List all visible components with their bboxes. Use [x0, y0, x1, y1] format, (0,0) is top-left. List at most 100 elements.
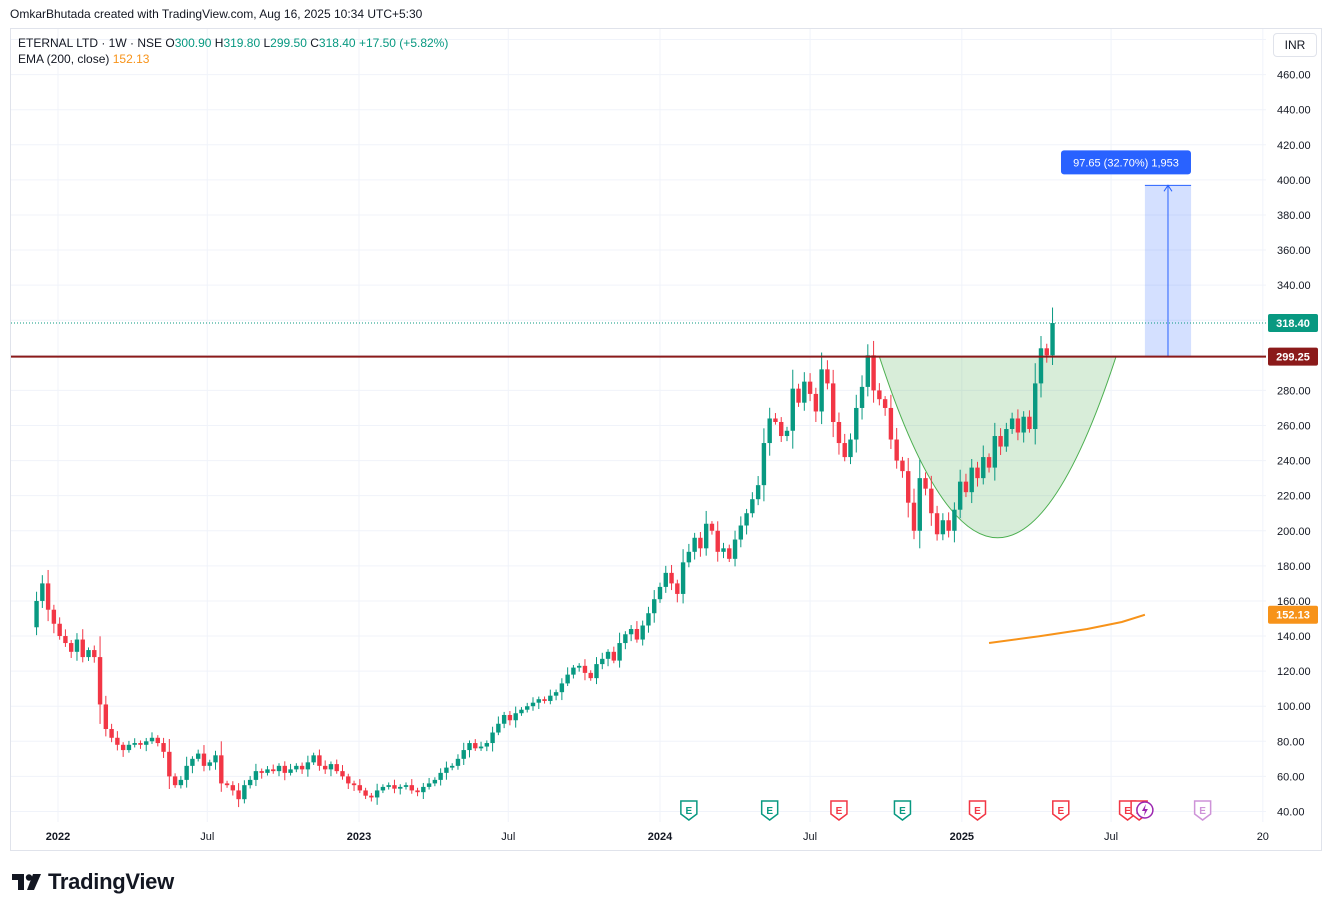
candle-body [178, 779, 184, 786]
y-tick-label: 400.00 [1277, 175, 1311, 187]
candle-body [998, 436, 1003, 447]
candle-body [346, 776, 351, 784]
candle-body [709, 523, 715, 531]
candle-body [657, 586, 663, 600]
candle-body [628, 629, 634, 635]
candle-body [525, 706, 530, 710]
y-tick-label: 280.00 [1277, 385, 1311, 397]
legend-low-label: L [263, 36, 271, 50]
y-tick-label: 160.00 [1277, 596, 1311, 608]
candle-body [334, 764, 339, 772]
y-tick-label: 100.00 [1277, 701, 1311, 713]
candle-body [74, 639, 80, 652]
candle-body [496, 723, 501, 733]
candle-body [854, 407, 859, 440]
candle-body [929, 488, 934, 514]
legend-open: 300.90 [174, 36, 212, 50]
candle-body [80, 639, 85, 658]
chart-frame[interactable] [10, 28, 1322, 851]
candle-body [340, 771, 345, 777]
ema-tag-label: 152.13 [1276, 610, 1310, 622]
candle-body [623, 634, 628, 644]
candle-body [761, 443, 767, 486]
candle-body [40, 583, 45, 601]
candle-body [86, 650, 91, 658]
x-tick-label: 2022 [46, 831, 70, 843]
earnings-icon-letter: E [1199, 806, 1206, 817]
candle-body [161, 743, 166, 752]
candle-body [877, 390, 882, 400]
candle-body [403, 785, 409, 787]
y-tick-label: 460.00 [1277, 70, 1311, 82]
y-tick-label: 180.00 [1277, 561, 1311, 573]
ema-tag [1268, 605, 1318, 624]
tradingview-brand[interactable]: TradingView [12, 869, 174, 895]
candle-body [501, 714, 507, 724]
candle-body [848, 439, 853, 458]
chart-legend: ETERNAL LTD · 1W · NSE O300.90 H319.80 L… [18, 35, 448, 67]
candle-body [773, 418, 778, 422]
candle-body [213, 755, 218, 763]
candle-body [675, 583, 680, 594]
candle-body [294, 765, 299, 770]
candle-body [1038, 348, 1044, 384]
candle-body [727, 548, 732, 559]
price-range-label: 97.65 (32.70%) 1,953 [1073, 157, 1179, 169]
x-tick-label: 2025 [950, 831, 974, 843]
candle-body [311, 755, 316, 763]
candle-body [455, 758, 461, 766]
candle-body [698, 537, 703, 549]
candle-body [582, 665, 588, 673]
y-tick-label: 240.00 [1277, 456, 1311, 468]
candle-body [680, 562, 686, 594]
candle-body [444, 767, 449, 773]
candle-body [986, 457, 992, 468]
earnings-icon-letter: E [1124, 806, 1131, 817]
candle-body [109, 729, 114, 738]
candle-body [738, 525, 744, 540]
candle-body [190, 758, 195, 766]
candle-body [981, 457, 986, 479]
candle-body [305, 762, 311, 770]
candle-body [449, 765, 455, 768]
candle-body [224, 783, 230, 786]
tradingview-logo-icon [12, 874, 41, 890]
candle-body [969, 467, 974, 493]
candle-body [288, 769, 293, 773]
candle-body [640, 625, 645, 640]
y-tick-label: 220.00 [1277, 491, 1311, 503]
candle-body [715, 530, 720, 552]
candle-body [392, 785, 397, 789]
candle-body [467, 743, 472, 751]
y-tick-label: 420.00 [1277, 140, 1311, 152]
lightning-icon [1141, 804, 1148, 816]
earnings-icon-letter: E [686, 806, 693, 817]
legend-high: 319.80 [223, 36, 261, 50]
candle-body [57, 623, 62, 637]
candle-body [461, 750, 466, 759]
candle-body [934, 513, 940, 535]
earnings-icon-letter: E [836, 806, 843, 817]
legend-change: +17.50 (+5.82%) [358, 36, 449, 50]
candle-body [513, 713, 518, 721]
candle-body [819, 369, 824, 412]
price-range-label-box [1060, 150, 1191, 175]
candle-body [553, 692, 559, 696]
candle-body [652, 599, 657, 614]
candle-body [478, 746, 484, 749]
candle-body [219, 755, 224, 784]
candle-body [207, 762, 212, 766]
candle-body [588, 672, 593, 679]
candle-body [282, 765, 287, 773]
candle-body [374, 790, 380, 798]
y-tick-label: 80.00 [1277, 736, 1305, 748]
currency-button[interactable]: INR [1273, 33, 1317, 57]
candle-body [97, 657, 103, 705]
candle-body [398, 786, 403, 789]
candle-body [138, 743, 143, 745]
legend-ema-value: 152.13 [112, 52, 150, 66]
resistance-tag-label: 299.25 [1276, 352, 1310, 364]
candle-body [940, 520, 946, 535]
candle-body [490, 732, 495, 744]
